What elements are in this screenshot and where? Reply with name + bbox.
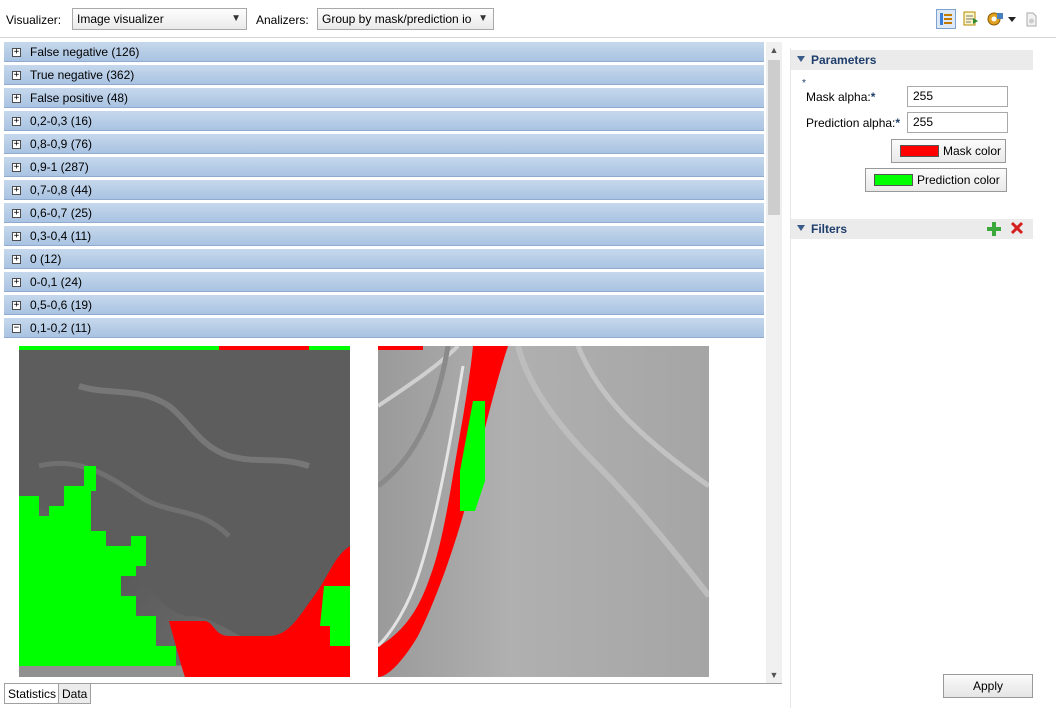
parameters-title: Parameters xyxy=(811,53,877,67)
prediction-color-button[interactable]: Prediction color xyxy=(865,168,1007,192)
sample-image-1[interactable] xyxy=(19,346,350,677)
scroll-thumb[interactable] xyxy=(768,60,780,215)
tab-statistics[interactable]: Statistics xyxy=(4,684,61,704)
toolbar: Visualizer: Image visualizer ▼ Analizers… xyxy=(0,0,1056,38)
properties-panel: Parameters * Mask alpha:* 255 Prediction… xyxy=(790,48,1034,708)
prediction-color-swatch xyxy=(874,174,913,186)
group-label: 0-0,1 (24) xyxy=(30,275,83,289)
group-label: 0,3-0,4 (11) xyxy=(30,229,92,243)
analyzers-select-value: Group by mask/prediction io xyxy=(322,12,472,26)
expand-icon[interactable]: + xyxy=(12,47,21,57)
scroll-down-icon[interactable]: ▼ xyxy=(769,670,779,680)
expand-icon[interactable]: + xyxy=(12,300,21,310)
chevron-down-icon: ▼ xyxy=(231,13,241,24)
expand-icon[interactable]: + xyxy=(12,70,21,80)
expand-icon[interactable]: + xyxy=(12,231,21,241)
prediction-color-label: Prediction color xyxy=(917,173,1000,187)
groups-panel: + False negative (126) + True negative (… xyxy=(4,42,782,683)
group-row[interactable]: + False positive (48) xyxy=(4,88,764,108)
group-label: 0,7-0,8 (44) xyxy=(30,183,93,197)
group-label: 0,2-0,3 (16) xyxy=(30,114,93,128)
export-icon[interactable] xyxy=(961,9,981,29)
visualizer-select-value: Image visualizer xyxy=(77,12,164,26)
group-row-expanded[interactable]: − 0,1-0,2 (11) xyxy=(4,318,764,338)
expand-icon[interactable]: + xyxy=(12,162,21,172)
expand-icon[interactable]: + xyxy=(12,93,21,103)
remove-filter-icon[interactable] xyxy=(1010,221,1024,238)
visualizer-select[interactable]: Image visualizer ▼ xyxy=(72,8,247,30)
add-filter-icon[interactable] xyxy=(987,220,1001,239)
expand-icon[interactable]: + xyxy=(12,277,21,287)
collapse-triangle-icon xyxy=(797,225,805,231)
bottom-tabs: Statistics Data xyxy=(4,683,782,705)
expand-icon[interactable]: + xyxy=(12,116,21,126)
group-row[interactable]: + 0,8-0,9 (76) xyxy=(4,134,764,154)
group-row[interactable]: + 0,3-0,4 (11) xyxy=(4,226,764,246)
mask-color-swatch xyxy=(900,145,939,157)
disk-icon[interactable] xyxy=(1022,9,1042,29)
sample-image-2[interactable] xyxy=(378,346,709,677)
mask-color-button[interactable]: Mask color xyxy=(891,139,1006,163)
group-label: True negative (362) xyxy=(30,68,135,82)
group-label: 0,5-0,6 (19) xyxy=(30,298,93,312)
analyzers-label: Analizers: xyxy=(256,13,309,27)
group-label: 0,9-1 (287) xyxy=(30,160,89,174)
group-label: 0,1-0,2 (11) xyxy=(30,321,92,335)
expand-icon[interactable]: + xyxy=(12,208,21,218)
group-label: False positive (48) xyxy=(30,91,129,105)
mask-alpha-input[interactable]: 255 xyxy=(907,86,1008,107)
expand-icon[interactable]: + xyxy=(12,254,21,264)
group-label: 0 (12) xyxy=(30,252,62,266)
analyzers-select[interactable]: Group by mask/prediction io ▼ xyxy=(317,8,494,30)
prediction-alpha-input[interactable]: 255 xyxy=(907,112,1008,133)
group-row[interactable]: + 0-0,1 (24) xyxy=(4,272,764,292)
scroll-up-icon[interactable]: ▲ xyxy=(769,45,779,55)
visualizer-label: Visualizer: xyxy=(6,13,62,27)
expand-icon[interactable]: + xyxy=(12,185,21,195)
chevron-down-icon: ▼ xyxy=(478,13,488,24)
collapse-triangle-icon xyxy=(797,56,805,62)
group-row[interactable]: + 0,5-0,6 (19) xyxy=(4,295,764,315)
group-row[interactable]: + 0,2-0,3 (16) xyxy=(4,111,764,131)
vertical-scrollbar[interactable]: ▲ ▼ xyxy=(766,42,782,683)
parameters-header[interactable]: Parameters xyxy=(791,50,1033,70)
group-row[interactable]: + 0,7-0,8 (44) xyxy=(4,180,764,200)
apply-button[interactable]: Apply xyxy=(943,674,1033,698)
dropdown-arrow-icon[interactable] xyxy=(1006,9,1018,29)
group-row[interactable]: + True negative (362) xyxy=(4,65,764,85)
filters-title: Filters xyxy=(811,222,848,236)
collapse-icon[interactable]: − xyxy=(12,323,21,333)
group-label: False negative (126) xyxy=(30,45,140,59)
filters-header[interactable]: Filters xyxy=(791,219,1033,239)
tab-data[interactable]: Data xyxy=(58,684,92,704)
mask-color-label: Mask color xyxy=(943,144,1002,158)
group-row[interactable]: + 0 (12) xyxy=(4,249,764,269)
prediction-alpha-label: Prediction alpha:* xyxy=(806,116,901,130)
group-label: 0,6-0,7 (25) xyxy=(30,206,93,220)
layout-icon[interactable] xyxy=(936,9,956,29)
settings-icon[interactable] xyxy=(985,9,1005,29)
group-label: 0,8-0,9 (76) xyxy=(30,137,93,151)
required-asterisk: * xyxy=(802,78,806,89)
group-row[interactable]: + 0,9-1 (287) xyxy=(4,157,764,177)
mask-alpha-label: Mask alpha:* xyxy=(806,90,876,104)
group-row[interactable]: + 0,6-0,7 (25) xyxy=(4,203,764,223)
expand-icon[interactable]: + xyxy=(12,139,21,149)
group-row[interactable]: + False negative (126) xyxy=(4,42,764,62)
